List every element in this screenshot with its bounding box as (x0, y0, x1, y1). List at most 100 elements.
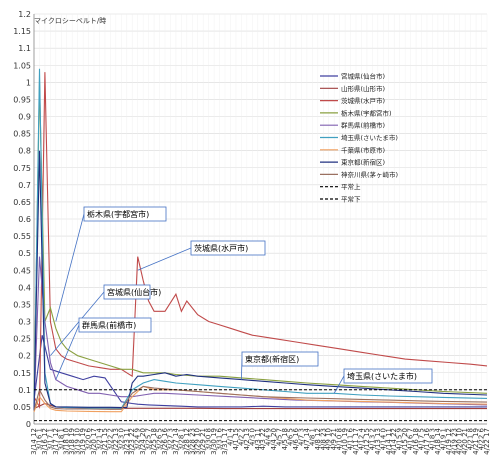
callout-box (83, 206, 167, 222)
callout-label: 東京都(新宿区) (245, 354, 299, 364)
x-tick-label: 3/18 19 (68, 428, 76, 455)
x-tick-label: 3/19 10 (74, 428, 82, 455)
x-tick-label: 3/17 12 (52, 428, 60, 455)
x-tick-label: 4/14 0 (379, 428, 387, 450)
x-tick-label: 4/21 8 (467, 428, 475, 450)
y-tick-label: 0.5 (18, 249, 31, 258)
legend-label: 千葉県(市原市) (341, 145, 385, 154)
y-tick-label: 0.65 (13, 198, 31, 207)
x-tick-label: 3/23 0 (117, 428, 125, 450)
y-tick-label: 1 (26, 78, 31, 87)
series-layer (33, 68, 488, 422)
x-tick-label: 4/19 23 (450, 428, 458, 455)
legend-label: 神奈川県(茅ヶ崎市) (341, 170, 398, 179)
x-tick-label: 3/29 10 (194, 428, 202, 455)
x-tick-label: 3/20 6 (85, 427, 93, 450)
x-tick-label: 4/18 14 (434, 427, 442, 454)
x-tick-label: 4/21 19 (472, 428, 480, 455)
x-tick-label: 4/7 14 (303, 427, 311, 450)
callout-pointer (55, 213, 85, 322)
x-tick-label: 3/18 10 (63, 428, 71, 455)
x-tick-label: 4/6 5 (287, 428, 295, 446)
x-tick-label: 4/3 11 (254, 428, 262, 450)
x-tick-label: 4/16 7 (407, 428, 415, 450)
x-tick-label: 3/28 1 (177, 428, 185, 450)
callouts: 栃木県(宇都宮市) 茨城県(水戸市) 宮城県(仙台市) 群馬県(前橋市) 東京都(新宿区… (50, 206, 433, 394)
y-tick-label: 0.4 (18, 283, 31, 292)
x-tick-label: 4/22 17 (483, 428, 490, 455)
x-tick-label: 4/4 20 (270, 428, 278, 450)
y-tick-label: 0.7 (18, 181, 31, 190)
x-tick-label: 4/5 18 (281, 428, 289, 450)
legend-label: 茨城県(水戸市) (341, 96, 385, 105)
callout-pointer (55, 324, 80, 380)
gridlines (33, 13, 488, 425)
y-tick-label: 0.1 (18, 386, 31, 395)
x-tick-label: 4/2 13 (243, 428, 251, 450)
x-tick-label: 3/25 18 (150, 428, 158, 455)
callout-pointer (50, 291, 105, 356)
x-tick-label: 4/14 11 (385, 428, 393, 455)
legend-label: 埼玉県(さいたま市) (341, 133, 398, 142)
callout-pointer (137, 247, 192, 271)
x-tick-label: 4/20 10 (456, 428, 464, 455)
x-tick-label: 3/27 14 (172, 427, 180, 454)
x-tick-label: 4/15 20 (401, 428, 409, 455)
x-tick-label: 4/15 9 (396, 428, 404, 450)
legend-label: 栃木県(宇都宮市) (341, 108, 392, 117)
legend-label: 東京都(新宿区) (341, 158, 385, 167)
legend-label: 平常下 (341, 195, 361, 204)
x-tick-label: 4/12 15 (363, 428, 371, 455)
x-tick-label: 3/23 22 (128, 428, 136, 455)
legend-label: 群馬県(前橋市) (341, 121, 385, 130)
y-tick-label: 0.05 (13, 403, 31, 412)
series-line-3 (33, 82, 488, 404)
x-tick-label: 3/28 12 (183, 428, 191, 455)
y-tick-label: 0.25 (13, 335, 31, 344)
x-tick-label: 4/11 6 (347, 427, 355, 450)
callout-box (343, 368, 433, 384)
x-tick-label: 4/11 17 (352, 428, 360, 455)
callout-label: 栃木県(宇都宮市) (87, 209, 149, 219)
x-tick-label: 3/21 15 (101, 428, 109, 455)
x-tick-label: 4/13 2 (368, 428, 376, 450)
y-tick-label: 1.05 (13, 61, 31, 70)
x-tick-label: 4/1 4 (226, 427, 234, 445)
x-tick-label: 4/18 3 (428, 428, 436, 450)
y-tick-label: 0.9 (18, 113, 31, 122)
x-tick-label: 3/22 2 (106, 428, 114, 450)
series-line-2 (33, 72, 488, 410)
x-tick-label: 4/22 6 (478, 427, 486, 450)
x-tick-label: 3/22 13 (112, 428, 120, 455)
x-tick-label: 3/31 6 (216, 427, 224, 450)
x-tick-label: 4/13 13 (374, 428, 382, 455)
x-tick-label: 4/17 5 (418, 428, 426, 450)
x-tick-label: 3/28 23 (188, 428, 196, 455)
y-tick-label: 0 (26, 420, 31, 429)
x-tick-label: 4/5 7 (276, 428, 284, 446)
y-tick-label: 0.35 (13, 300, 31, 309)
callout-pointer (333, 375, 345, 394)
x-tick-label: 4/8 1 (308, 428, 316, 446)
x-tick-label: 3/30 8 (205, 428, 213, 450)
unit-label: マイクロシーベルト/時 (34, 17, 106, 25)
series-line-7 (33, 150, 488, 411)
series-line-0 (33, 335, 487, 408)
x-tick-label: 3/14 12 (30, 428, 38, 455)
x-tick-label: 4/3 22 (259, 428, 267, 450)
x-tick-label: 3/20 17 (90, 428, 98, 455)
x-tick-label: 3/25 7 (145, 428, 153, 450)
y-tick-label: 0.55 (13, 232, 31, 241)
x-tick-label: 4/12 4 (357, 427, 365, 450)
y-tick-label: 0.85 (13, 130, 31, 139)
x-tick-label: 3/31 17 (221, 428, 229, 455)
callout-label: 埼玉県(さいたま市) (347, 371, 417, 381)
x-tick-label: 3/23 11 (123, 428, 131, 455)
x-tick-label: 3/24 9 (134, 428, 142, 450)
y-tick-label: 1.2 (18, 10, 31, 19)
legend: 宮城県(仙台市) 山形県(山形市) 茨城県(水戸市) 栃木県(宇都宮市) 群馬県(前橋市… (320, 72, 398, 204)
x-tick-label: 4/8 12 (314, 428, 322, 450)
callout-label: 群馬県(前橋市) (82, 320, 136, 330)
